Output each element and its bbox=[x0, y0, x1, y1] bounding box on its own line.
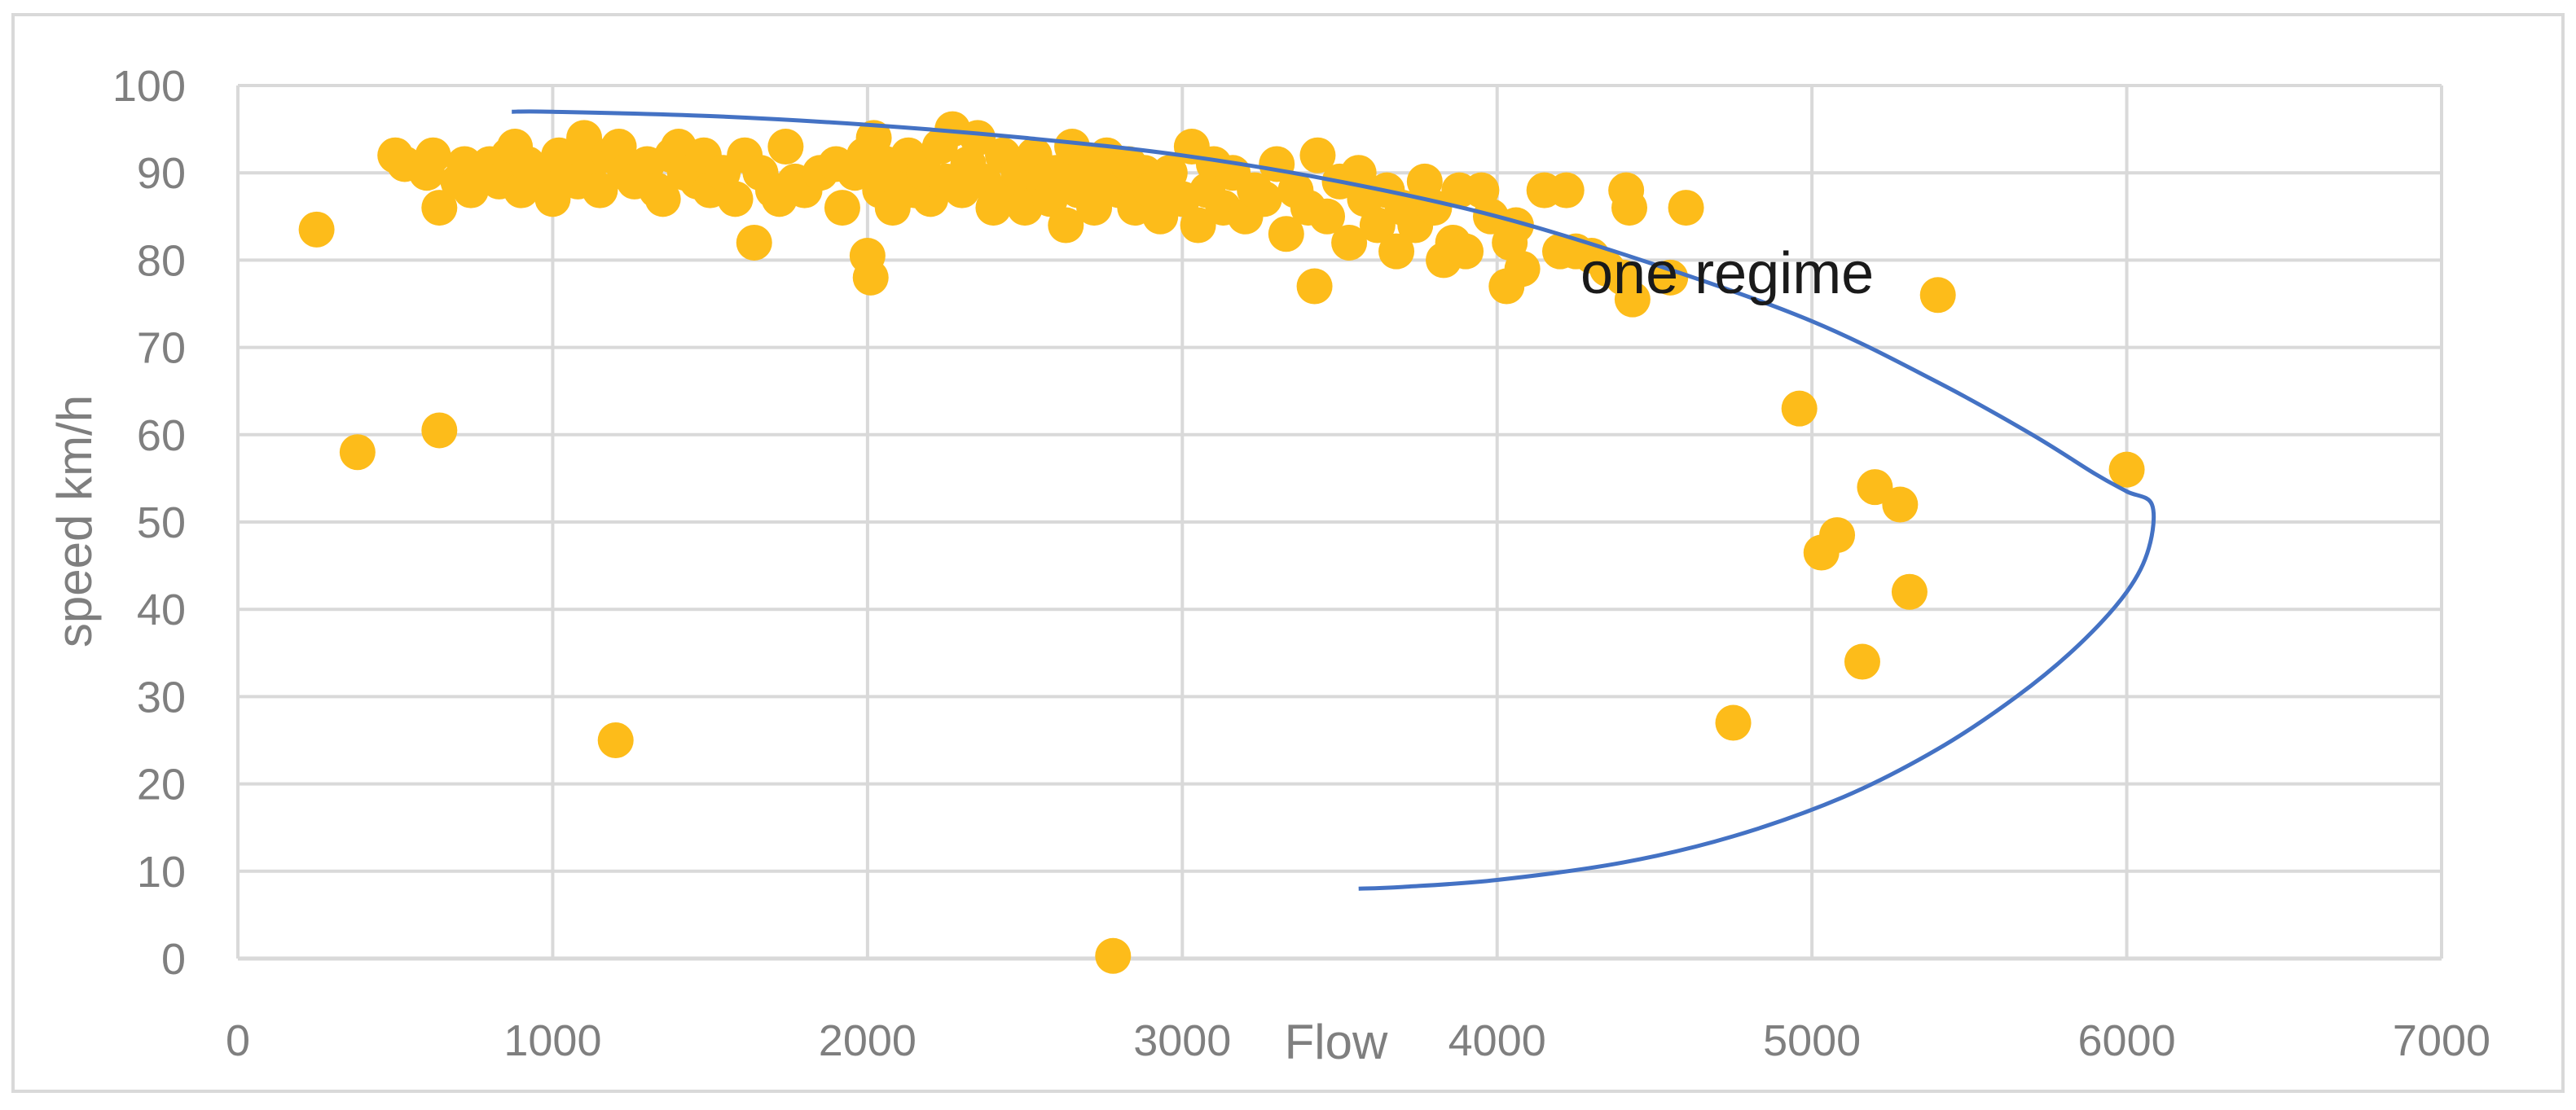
data-point bbox=[1180, 207, 1216, 243]
data-point bbox=[1614, 281, 1651, 318]
y-tick-label: 0 bbox=[161, 935, 186, 984]
y-axis-title: speed km/h bbox=[47, 395, 102, 647]
data-point bbox=[960, 120, 996, 156]
data-point bbox=[1331, 224, 1368, 261]
data-point bbox=[1611, 190, 1648, 226]
y-tick-label: 10 bbox=[137, 848, 186, 897]
data-point bbox=[1268, 216, 1304, 252]
y-tick-label: 40 bbox=[137, 586, 186, 634]
data-points bbox=[298, 111, 2145, 974]
x-tick-label: 2000 bbox=[819, 1016, 917, 1065]
data-point bbox=[1844, 643, 1880, 680]
data-point bbox=[298, 211, 335, 248]
x-tick-label: 7000 bbox=[2393, 1016, 2490, 1065]
data-point bbox=[1299, 137, 1336, 173]
data-point bbox=[1359, 207, 1396, 243]
y-tick-label: 90 bbox=[137, 149, 186, 198]
data-point bbox=[2108, 451, 2145, 488]
data-point bbox=[1296, 268, 1333, 305]
x-axis-title: Flow bbox=[1285, 1015, 1388, 1069]
data-point bbox=[1497, 207, 1534, 243]
data-point bbox=[852, 259, 889, 296]
regime-curve bbox=[512, 109, 2156, 891]
data-point bbox=[415, 137, 451, 173]
data-point bbox=[1919, 277, 1956, 314]
data-point bbox=[1548, 172, 1585, 208]
data-point bbox=[1504, 251, 1541, 287]
data-point bbox=[597, 722, 634, 758]
y-tick-label: 100 bbox=[112, 62, 186, 111]
data-point bbox=[1819, 517, 1856, 554]
data-point bbox=[1246, 181, 1282, 217]
data-point bbox=[339, 434, 376, 471]
data-point bbox=[1668, 190, 1704, 226]
data-point bbox=[1048, 207, 1084, 243]
x-tick-label: 5000 bbox=[1763, 1016, 1861, 1065]
data-point bbox=[1715, 704, 1752, 741]
data-point bbox=[1095, 937, 1132, 974]
data-point bbox=[1309, 198, 1346, 235]
data-point bbox=[1857, 469, 1893, 506]
data-point bbox=[1378, 233, 1415, 270]
data-point bbox=[767, 129, 804, 165]
y-tick-label: 50 bbox=[137, 498, 186, 547]
y-tick-label: 70 bbox=[137, 324, 186, 373]
data-point bbox=[421, 412, 458, 449]
fitted-curve bbox=[512, 109, 2156, 891]
data-point bbox=[1781, 390, 1818, 427]
x-tick-label: 1000 bbox=[503, 1016, 601, 1065]
data-point bbox=[534, 181, 571, 217]
y-tick-label: 80 bbox=[137, 236, 186, 285]
data-point bbox=[824, 190, 860, 226]
x-tick-label: 4000 bbox=[1448, 1016, 1546, 1065]
data-point bbox=[1891, 573, 1928, 610]
data-point bbox=[717, 181, 754, 217]
x-tick-label: 3000 bbox=[1133, 1016, 1231, 1065]
data-point bbox=[582, 172, 618, 208]
x-tick-label: 0 bbox=[226, 1016, 250, 1065]
data-point bbox=[421, 190, 458, 226]
data-point bbox=[644, 181, 681, 217]
data-point bbox=[736, 224, 772, 261]
y-tick-label: 60 bbox=[137, 411, 186, 460]
y-tick-label: 20 bbox=[137, 761, 186, 809]
x-tick-label: 6000 bbox=[2078, 1016, 2176, 1065]
y-tick-label: 30 bbox=[137, 673, 186, 722]
data-point bbox=[1882, 486, 1919, 523]
data-point bbox=[1448, 233, 1484, 270]
annotation-one-regime: one regime bbox=[1580, 241, 1874, 306]
